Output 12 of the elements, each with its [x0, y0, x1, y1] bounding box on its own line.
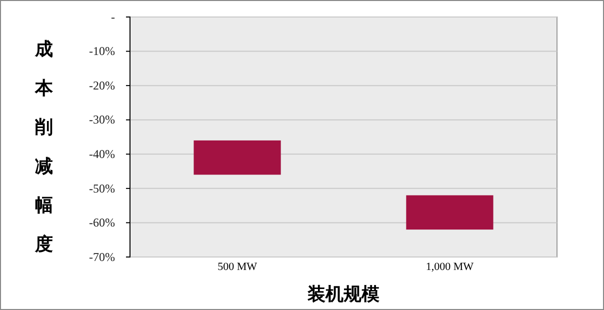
y-tick-label: -10%	[89, 44, 115, 58]
y-tick-label: -40%	[89, 146, 115, 161]
y-tick-label: -30%	[89, 112, 115, 127]
y-tick-label: -70%	[89, 250, 115, 264]
y-axis-title: 成本削减幅度	[34, 39, 54, 255]
y-tick-label: -	[111, 10, 115, 24]
x-tick-label: 500 MW	[218, 261, 258, 273]
x-tick-label: 1,000 MW	[426, 261, 474, 273]
y-tick-label: -50%	[89, 181, 115, 196]
y-tick-label: -60%	[89, 216, 115, 230]
y-tick-label: -20%	[89, 78, 115, 92]
x-axis-title: 装机规模	[306, 284, 380, 305]
